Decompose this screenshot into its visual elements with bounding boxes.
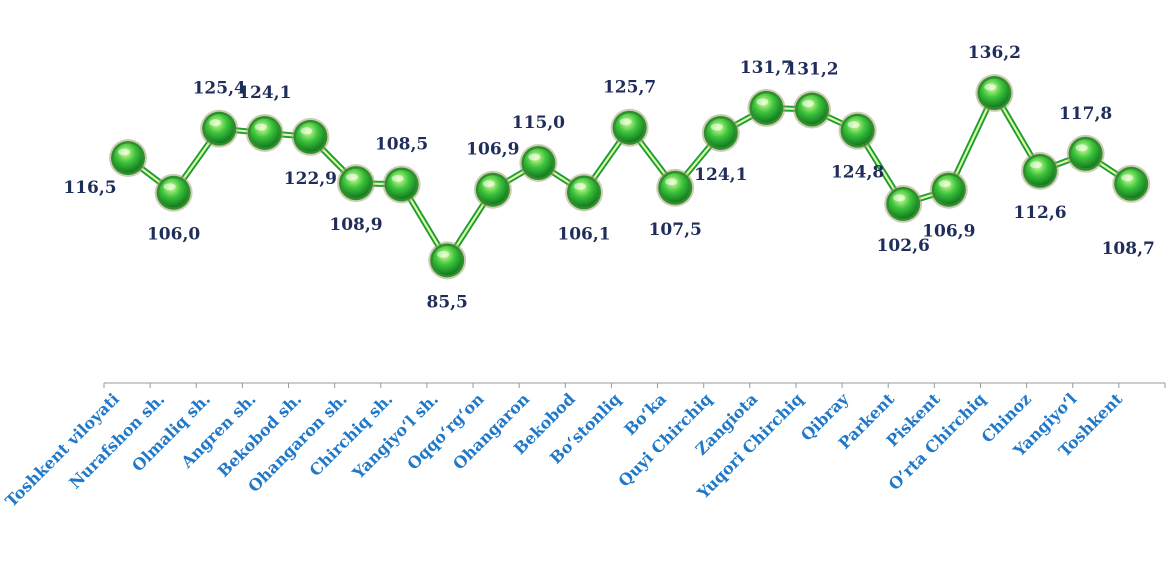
marker-ball [341,168,371,198]
data-label: 106,9 [466,140,519,160]
marker-ball [797,95,827,125]
data-label: 85,5 [426,292,467,312]
marker-ball [660,173,690,203]
marker-ball [1071,139,1101,169]
data-point [656,168,695,207]
marker-ball [1025,156,1055,186]
data-label: 136,2 [968,43,1021,63]
data-point [610,108,649,147]
data-label: 108,5 [375,134,428,154]
data-label: 107,5 [649,220,702,240]
marker-highlight [346,173,358,181]
marker-ball [159,178,189,208]
data-label: 108,9 [329,215,382,235]
data-point [519,144,558,182]
data-point [747,88,786,127]
data-label: 108,7 [1102,239,1155,259]
marker-highlight [574,182,586,190]
marker-highlight [163,183,176,191]
marker-highlight [710,123,723,131]
data-label: 112,6 [1013,203,1066,223]
marker-highlight [619,118,632,126]
marker-highlight [665,178,678,186]
data-point [929,170,968,209]
marker-highlight [893,194,906,202]
marker-highlight [756,98,769,106]
data-label: 122,9 [284,169,337,189]
data-point [701,113,740,152]
data-point [245,113,284,152]
marker-ball [934,175,964,205]
data-point [565,173,603,212]
marker-ball [523,148,553,178]
data-label: 102,6 [877,236,930,256]
marker-highlight [391,174,404,182]
marker-ball [478,175,508,205]
data-point [1021,151,1059,190]
marker-highlight [1030,161,1042,169]
data-label: 131,7 [740,58,793,78]
data-point [154,173,193,212]
data-point [473,170,512,209]
data-point [200,109,239,148]
data-point [1066,134,1105,173]
data-point [884,184,923,223]
marker-highlight [300,127,313,135]
data-label: 131,2 [785,60,838,80]
data-point [337,164,375,203]
marker-ball [204,114,234,144]
data-label: 116,5 [63,178,116,198]
marker-ball [250,118,280,148]
marker-highlight [528,153,541,161]
data-point [975,74,1014,113]
marker-ball [113,143,143,173]
marker-ball [888,189,918,219]
marker-highlight [1075,144,1088,152]
marker-highlight [209,119,222,127]
marker-highlight [437,250,450,258]
marker-ball [432,245,462,275]
data-point [382,165,421,204]
data-label: 106,0 [147,225,200,245]
marker-ball [615,113,645,143]
data-point [838,111,877,150]
data-point [291,117,330,156]
data-label: 106,9 [922,222,975,242]
marker-highlight [984,83,997,91]
data-label: 124,1 [238,83,291,103]
marker-ball [706,118,736,148]
marker-ball [569,177,599,207]
marker-ball [295,122,325,152]
data-point [1112,164,1151,203]
marker-highlight [802,100,814,108]
data-label: 125,7 [603,78,656,98]
data-label: 106,1 [557,224,610,244]
data-point [793,90,831,129]
marker-highlight [254,123,267,131]
marker-highlight [482,180,495,188]
marker-ball [1116,169,1146,199]
marker-ball [387,169,417,199]
marker-ball [979,78,1009,108]
data-point [109,139,147,178]
marker-highlight [847,121,860,129]
marker-ball [751,93,781,123]
data-label: 125,4 [193,79,246,99]
data-label: 115,0 [512,113,565,133]
marker-ball [843,116,873,146]
data-point [428,241,467,280]
marker-highlight [1121,174,1134,182]
marker-highlight [938,180,951,188]
marker-highlight [118,148,130,156]
data-label: 124,1 [694,165,747,185]
data-label: 124,8 [831,163,884,183]
data-label: 117,8 [1059,104,1112,124]
